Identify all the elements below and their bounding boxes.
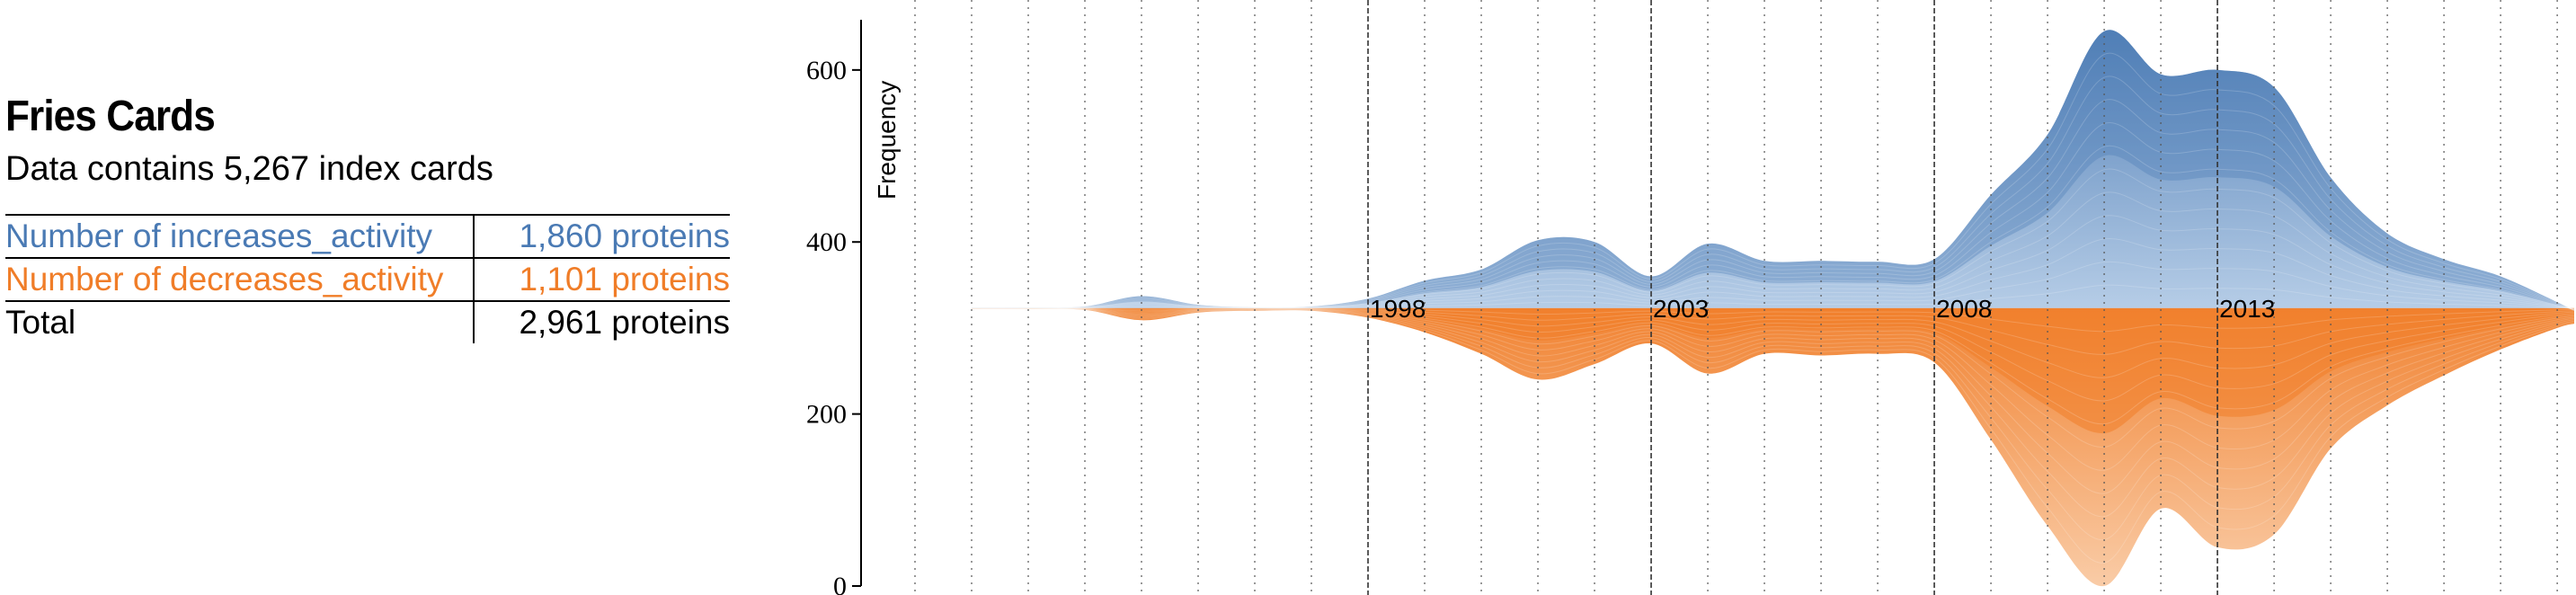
increases-texture-line: [971, 52, 2575, 311]
increases-texture-line: [971, 168, 2575, 310]
decreases-label: Number of decreases_activity: [5, 258, 475, 302]
decreases-texture-line: [972, 307, 2575, 333]
year-label-1998: 1998: [1370, 295, 1426, 323]
series-increases-area: [972, 30, 2574, 311]
total-value: 2,961 proteins: [519, 304, 730, 341]
increases-texture-line: [971, 261, 2575, 309]
table-row-total: Total 2,961 proteins: [5, 301, 730, 343]
decreases-texture-line: [972, 307, 2575, 402]
increases-value: 1,860 proteins: [474, 214, 730, 259]
streamgraph-container: 1998 2003 2008 2013 0 200 400 600 Frequency: [773, 0, 2576, 595]
y-axis-label: Frequency: [873, 81, 901, 200]
decreases-texture-line: [971, 308, 2575, 564]
increases-texture-line: [971, 75, 2575, 311]
year-label-2008: 2008: [1936, 295, 1992, 323]
increases-texture-line: [971, 99, 2575, 311]
series-decreases-core: [972, 307, 2574, 434]
page-title: Fries Cards: [5, 93, 216, 140]
increases-label: Number of increases_activity: [5, 214, 475, 259]
table-row-increases: Number of increases_activity 1,860 prote…: [5, 214, 730, 259]
streamgraph-svg: 1998 2003 2008 2013 0 200 400 600 Frequency: [806, 0, 2575, 595]
y-tick-label-400: 400: [806, 227, 847, 257]
increases-texture-line: [971, 215, 2575, 310]
decreases-value: 1,101 proteins: [474, 258, 730, 302]
decreases-texture-line: [971, 307, 2575, 518]
increases-texture-line: [971, 121, 2575, 311]
total-label: Total: [5, 301, 475, 343]
y-tick-label-600: 600: [806, 56, 847, 85]
data-summary-text: Data contains 5,267 index cards: [5, 150, 493, 188]
year-label-2003: 2003: [1653, 295, 1709, 323]
increases-texture-line: [971, 284, 2575, 309]
table-row-decreases: Number of decreases_activity 1,101 prote…: [5, 258, 730, 302]
decreases-texture-line: [971, 307, 2575, 471]
y-tick-label-200: 200: [806, 400, 847, 430]
year-label-2013: 2013: [2219, 295, 2275, 323]
series-increases-core: [972, 30, 2574, 311]
sidebar-summary: Fries Cards Data contains 5,267 index ca…: [5, 90, 733, 343]
stats-table: Number of increases_activity 1,860 prote…: [5, 214, 730, 343]
increases-texture-line: [972, 238, 2575, 310]
streamgraph-chart: 1998 2003 2008 2013 0 200 400 600 Frequency: [773, 0, 2576, 595]
y-tick-label-0: 0: [833, 572, 847, 595]
decreases-texture-line: [971, 307, 2575, 378]
